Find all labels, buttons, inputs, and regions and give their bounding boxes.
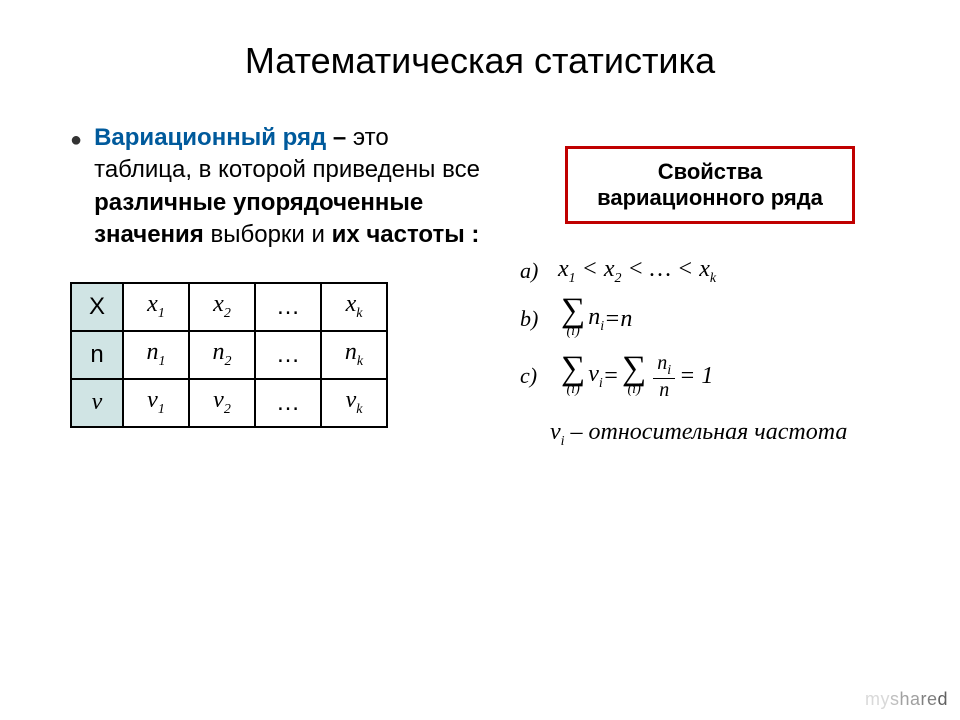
- table-row: X x1 x2 … xk: [71, 283, 387, 331]
- definition-text: Вариационный ряд – это таблица, в которо…: [94, 122, 480, 252]
- table-cell: nk: [321, 331, 387, 379]
- definition-bold2: их частоты :: [332, 221, 480, 248]
- left-column: ● Вариационный ряд – это таблица, в кото…: [40, 122, 480, 450]
- formulas-block: a) x1 < x2 < … < xk b) ∑(i) ni = n c) ∑(…: [500, 256, 920, 401]
- formula-b: b) ∑(i) ni = n: [520, 296, 920, 341]
- row-head: n: [71, 331, 123, 379]
- content-area: ● Вариационный ряд – это таблица, в кото…: [0, 92, 960, 450]
- watermark: myshared: [865, 689, 948, 710]
- properties-box: Свойства вариационного ряда: [565, 146, 855, 224]
- right-column: Свойства вариационного ряда a) x1 < x2 <…: [480, 122, 920, 450]
- definition-part2: выборки и: [210, 221, 324, 248]
- sigma-icon: ∑(i): [561, 354, 585, 399]
- sigma-icon: ∑(i): [561, 296, 585, 341]
- table-cell: ν1: [123, 379, 189, 427]
- formula-label: a): [520, 259, 558, 283]
- formula-a: a) x1 < x2 < … < xk: [520, 256, 920, 286]
- fraction: ni n: [653, 352, 675, 401]
- table-row: ν ν1 ν2 … νk: [71, 379, 387, 427]
- note-text: νi – относительная частота: [500, 419, 920, 450]
- formula-label: b): [520, 307, 558, 331]
- table-cell-dots: …: [255, 379, 321, 427]
- formula-c: c) ∑(i) νi = ∑(i) ni n = 1: [520, 352, 920, 401]
- definition-dash: –: [333, 124, 346, 151]
- properties-line1: Свойства: [658, 159, 763, 184]
- table-cell: x2: [189, 283, 255, 331]
- properties-line2: вариационного ряда: [597, 185, 823, 210]
- table-cell-dots: …: [255, 331, 321, 379]
- formula-label: c): [520, 364, 558, 388]
- definition-term: Вариационный ряд: [94, 124, 326, 151]
- row-head: ν: [71, 379, 123, 427]
- row-head: X: [71, 283, 123, 331]
- page-title: Математическая статистика: [0, 0, 960, 92]
- definition-block: ● Вариационный ряд – это таблица, в кото…: [70, 122, 480, 252]
- table-cell: ν2: [189, 379, 255, 427]
- table-cell: n1: [123, 331, 189, 379]
- table-cell: νk: [321, 379, 387, 427]
- table-row: n n1 n2 … nk: [71, 331, 387, 379]
- table-cell: xk: [321, 283, 387, 331]
- table-cell: x1: [123, 283, 189, 331]
- sigma-icon: ∑(i): [622, 354, 646, 399]
- table-cell: n2: [189, 331, 255, 379]
- bullet-icon: ●: [70, 127, 82, 252]
- variation-table: X x1 x2 … xk n n1 n2 … nk ν ν1 ν2 … νk: [70, 282, 388, 428]
- table-cell-dots: …: [255, 283, 321, 331]
